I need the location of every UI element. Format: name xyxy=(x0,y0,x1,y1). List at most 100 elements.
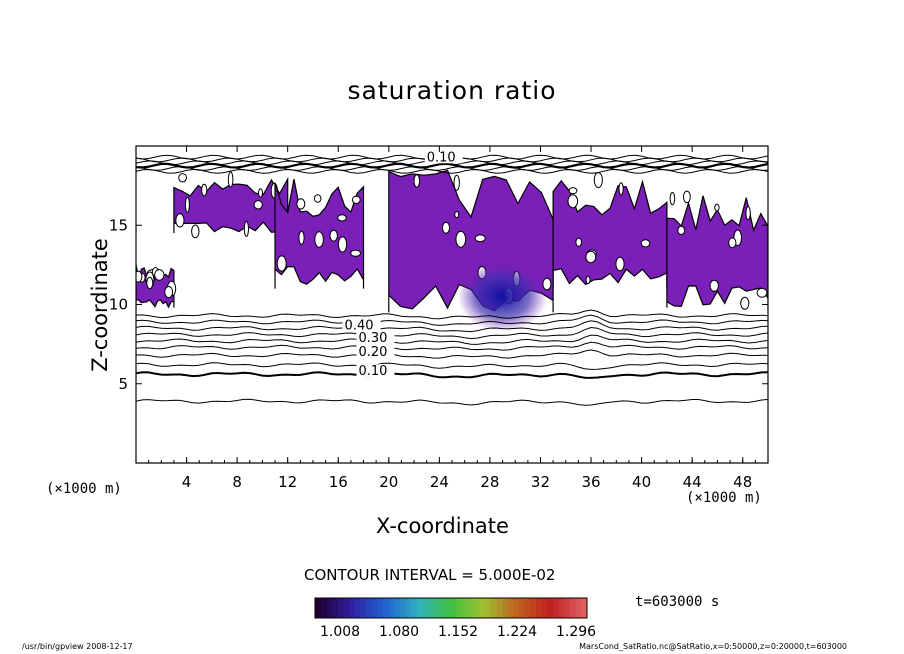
minimum-region xyxy=(457,261,548,332)
unsaturated-hole xyxy=(453,174,460,191)
unsaturated-hole xyxy=(337,214,347,222)
colorbar-segment xyxy=(400,598,407,618)
colorbar-segment xyxy=(439,598,446,618)
unsaturated-hole xyxy=(314,231,324,248)
colorbar-segment xyxy=(581,598,588,618)
unsaturated-hole xyxy=(276,255,287,272)
colorbar-segment xyxy=(428,598,435,618)
chart-title: saturation ratio xyxy=(347,76,557,105)
unsaturated-hole xyxy=(191,224,200,239)
unsaturated-hole xyxy=(709,279,719,292)
colorbar-segment xyxy=(343,598,350,618)
colorbar-segment xyxy=(377,598,384,618)
y-tick-label: 10 xyxy=(109,296,128,314)
unsaturated-hole xyxy=(728,237,737,249)
colorbar-segment xyxy=(473,598,480,618)
y-tick-label: 15 xyxy=(109,216,128,234)
unsaturated-hole xyxy=(243,220,249,237)
unsaturated-hole xyxy=(714,203,720,212)
contour-line xyxy=(136,349,768,359)
colorbar-segment xyxy=(394,598,401,618)
x-axis-label: X-coordinate xyxy=(376,514,509,538)
colorbar-segment xyxy=(422,598,429,618)
contour-line xyxy=(136,341,768,351)
contour-label-bg xyxy=(424,150,463,164)
contour-line xyxy=(136,398,768,406)
colorbar-segment xyxy=(417,598,424,618)
unsaturated-hole xyxy=(454,211,460,219)
unsaturated-hole xyxy=(296,198,306,210)
contour-label: 0.30 xyxy=(358,331,387,346)
x-tick-label: 24 xyxy=(430,473,449,491)
x-tick-label: 20 xyxy=(379,473,398,491)
colorbar-segment xyxy=(496,598,503,618)
colorbar-segment xyxy=(451,598,458,618)
colorbar-segment xyxy=(371,598,378,618)
colorbar-segment xyxy=(337,598,344,618)
unsaturated-hole xyxy=(413,174,421,188)
unsaturated-hole xyxy=(337,236,348,253)
unsaturated-hole xyxy=(175,213,185,228)
contour-line xyxy=(136,314,768,326)
unsaturated-hole xyxy=(350,249,362,257)
unsaturated-hole xyxy=(298,230,305,245)
colorbar-segment xyxy=(315,598,322,618)
x-tick-label: 36 xyxy=(581,473,600,491)
contour-line xyxy=(136,326,768,340)
contour-line xyxy=(136,371,768,379)
contour-line xyxy=(136,160,768,166)
y-axis-label: Z-coordinate xyxy=(88,238,112,372)
unsaturated-hole xyxy=(615,256,625,272)
colorbar-segment xyxy=(332,598,339,618)
unsaturated-hole xyxy=(568,187,578,195)
colorbar-segment xyxy=(553,598,560,618)
colorbar-segment xyxy=(462,598,469,618)
contour-label-bg xyxy=(356,330,395,344)
colorbar-segment xyxy=(456,598,463,618)
colorbar-segment xyxy=(405,598,412,618)
colorbar-tick-label: 1.224 xyxy=(497,624,537,640)
colorbar-segment xyxy=(485,598,492,618)
x-tick-label: 16 xyxy=(329,473,348,491)
unsaturated-hole xyxy=(756,287,768,298)
unsaturated-hole xyxy=(640,239,651,248)
footer-right: MarsCond_SatRatio.nc@SatRatio,x=0:50000,… xyxy=(579,642,847,651)
contour-label: 0.20 xyxy=(358,345,387,360)
contour-line xyxy=(136,309,768,320)
colorbar-segment xyxy=(558,598,565,618)
unsaturated-hole xyxy=(178,173,188,183)
x-tick-label: 40 xyxy=(632,473,651,491)
colorbar-segment xyxy=(490,598,497,618)
x-tick-label: 44 xyxy=(683,473,702,491)
unsaturated-hole xyxy=(474,234,486,243)
contour-label-bg xyxy=(356,345,395,359)
colorbar-segment xyxy=(388,598,395,618)
colorbar-tick-label: 1.296 xyxy=(556,624,596,640)
contour-lines-layer xyxy=(136,154,768,406)
contour-label: 0.10 xyxy=(427,150,456,165)
contour-label: 0.40 xyxy=(345,318,374,333)
colorbar-segment xyxy=(541,598,548,618)
unsaturated-hole xyxy=(593,172,603,189)
unsaturated-hole xyxy=(351,195,361,205)
colorbar-segment xyxy=(411,598,418,618)
unsaturated-hole xyxy=(455,230,467,248)
colorbar-segment xyxy=(507,598,514,618)
contour-label: 0.10 xyxy=(358,364,387,379)
colorbar-segment xyxy=(445,598,452,618)
unsaturated-hole xyxy=(683,190,691,204)
x-tick-label: 12 xyxy=(278,473,297,491)
supersaturated-region xyxy=(666,195,768,308)
contour-label-bg xyxy=(356,364,395,378)
colorbar-segment xyxy=(575,598,582,618)
unsaturated-hole xyxy=(164,286,174,299)
unsaturated-hole xyxy=(442,221,450,234)
unsaturated-hole xyxy=(677,225,686,235)
unsaturated-hole xyxy=(313,194,322,203)
colorbar-segment xyxy=(536,598,543,618)
x-tick-label: 4 xyxy=(182,473,192,491)
unsaturated-hole xyxy=(585,250,597,264)
colorbar-segment xyxy=(479,598,486,618)
colorbar-segment xyxy=(519,598,526,618)
